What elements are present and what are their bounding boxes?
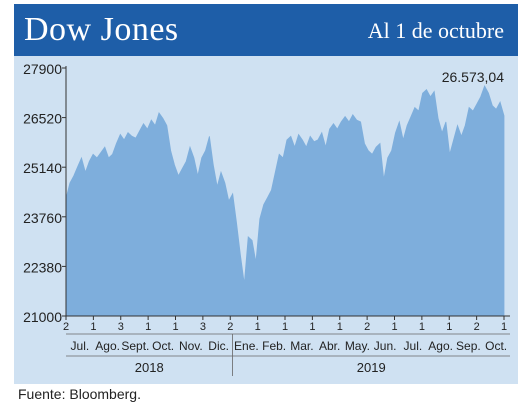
day-tick-label: 1 <box>501 321 507 333</box>
month-label: Jul. <box>71 339 90 353</box>
day-tick-label: 3 <box>118 321 124 333</box>
day-tick-label: 1 <box>391 321 397 333</box>
day-tick-label: 1 <box>337 321 343 333</box>
month-label: Dic. <box>208 339 229 353</box>
y-tick-label: 21000 <box>23 309 62 325</box>
month-label: Jun. <box>374 339 397 353</box>
day-tick-label: 2 <box>364 321 370 333</box>
day-tick-label: 1 <box>282 321 288 333</box>
month-label: Abr. <box>319 339 340 353</box>
day-tick-label: 2 <box>474 321 480 333</box>
day-tick-label: 1 <box>419 321 425 333</box>
source-note: Fuente: Bloomberg. <box>18 386 141 402</box>
month-label: Sept. <box>121 339 149 353</box>
chart-header: Dow Jones Al 1 de octubre <box>14 4 518 56</box>
month-label: Ago. <box>428 339 453 353</box>
chart-frame: Dow Jones Al 1 de octubre 27900 26520 2514… <box>14 4 518 384</box>
month-label: Ene. <box>234 339 259 353</box>
day-tick-label: 2 <box>63 321 69 333</box>
day-tick-label: 1 <box>255 321 261 333</box>
chart-title: Dow Jones <box>24 11 179 48</box>
y-tick-label: 23760 <box>23 210 62 226</box>
month-label: Feb. <box>262 339 286 353</box>
y-tick-label: 27900 <box>23 61 62 77</box>
day-tick-label: 2 <box>227 321 233 333</box>
y-tick-label: 26520 <box>23 111 62 127</box>
day-tick-label: 1 <box>446 321 452 333</box>
last-value-label: 26.573,04 <box>442 69 504 85</box>
day-tick-label: 1 <box>90 321 96 333</box>
month-label: Mar. <box>290 339 313 353</box>
day-tick-label: 1 <box>145 321 151 333</box>
month-label: Nov. <box>179 339 203 353</box>
day-tick-label: 3 <box>200 321 206 333</box>
day-tick-label: 1 <box>172 321 178 333</box>
month-label: Ago. <box>95 339 120 353</box>
month-label: Jul. <box>404 339 423 353</box>
month-label: May. <box>345 339 370 353</box>
month-label: Oct. <box>485 339 507 353</box>
year-label: 2019 <box>357 360 386 375</box>
day-tick-label: 1 <box>309 321 315 333</box>
y-tick-label: 25140 <box>23 160 62 176</box>
y-tick-label: 22380 <box>23 259 62 275</box>
chart-date: Al 1 de octubre <box>367 18 504 43</box>
year-label: 2018 <box>135 360 164 375</box>
month-label: Oct. <box>152 339 174 353</box>
month-label: Sep. <box>456 339 481 353</box>
area-chart: 27900 26520 25140 23760 22380 21000 26.573,04 2… <box>23 61 510 376</box>
dow-jones-area <box>65 85 505 317</box>
